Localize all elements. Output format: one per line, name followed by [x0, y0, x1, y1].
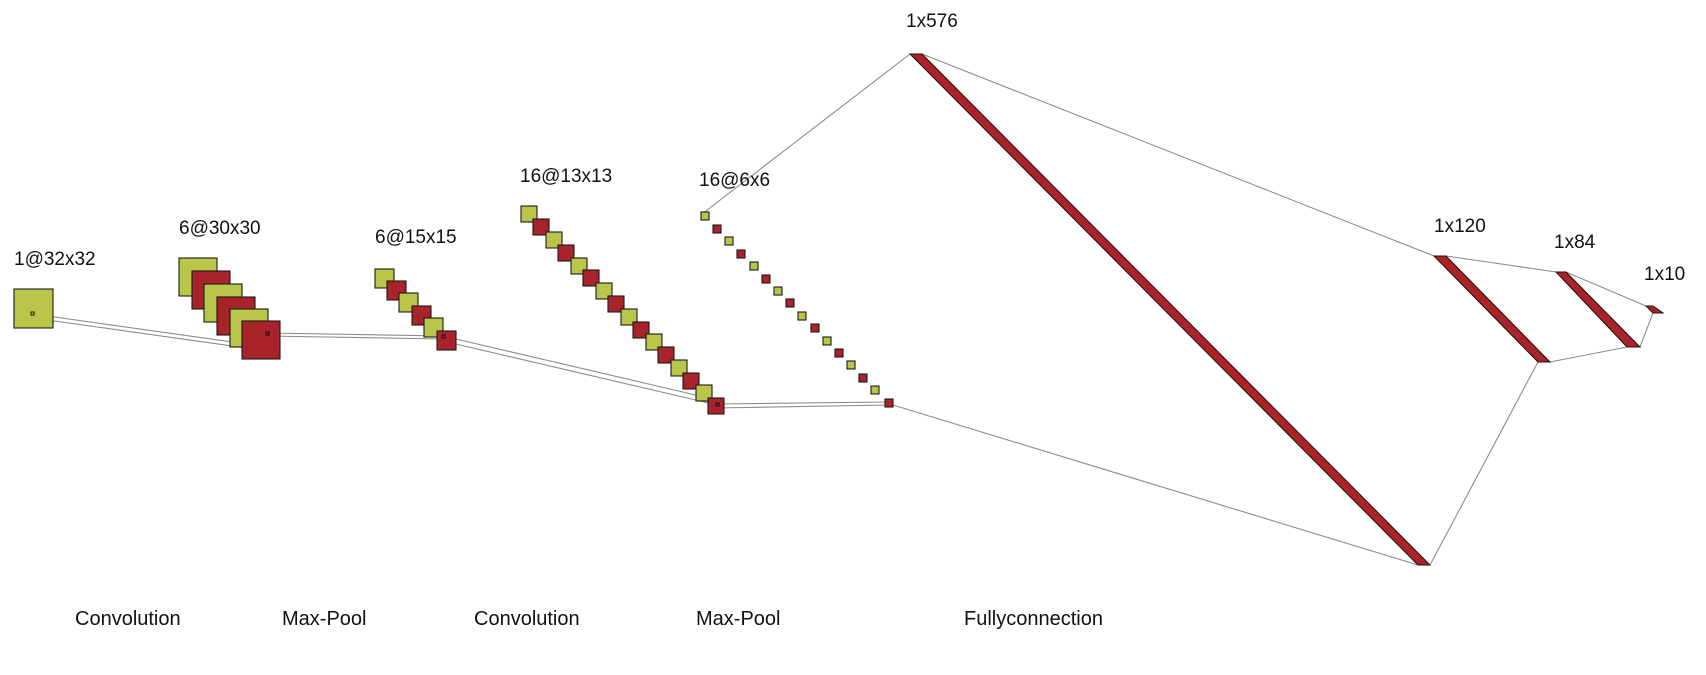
feature-map — [785, 298, 795, 308]
feature-map — [773, 286, 783, 296]
layer-label-output: 1x10 — [1644, 264, 1685, 285]
feature-map — [724, 236, 734, 246]
connector-conv2-pool2-a — [716, 401, 890, 405]
connector-flatten-fc1-top — [921, 53, 1435, 257]
layer-label-conv2: 16@13x13 — [520, 166, 612, 187]
kernel-marker — [30, 311, 35, 316]
operation-label-conv1: Convolution — [75, 608, 181, 630]
feature-map — [797, 311, 807, 321]
feature-map — [822, 336, 832, 346]
layer-pool1-maps — [374, 268, 457, 351]
layer-label-conv1: 6@30x30 — [179, 218, 261, 239]
layer-label-flatten: 1x576 — [906, 11, 958, 32]
feature-map — [645, 333, 663, 351]
operation-label-pool1: Max-Pool — [282, 608, 366, 630]
dense-bar-flatten — [908, 53, 1432, 566]
dense-layers — [908, 53, 1665, 566]
layer-label-pool2: 16@6x6 — [699, 170, 770, 191]
feature-map — [520, 205, 538, 223]
connector-pool2-flatten-bottom — [892, 404, 1419, 566]
feature-map — [712, 224, 722, 234]
connector-fc1-fc2-bottom — [1549, 346, 1628, 363]
feature-map — [582, 269, 600, 287]
layer-conv2-maps — [520, 205, 725, 415]
operation-label-fc: Fullyconnection — [964, 608, 1103, 630]
layer-pool2-maps — [700, 211, 894, 408]
connector-pool2-flatten-top — [701, 53, 911, 215]
connector-pool1-conv2-a — [442, 335, 718, 401]
layer-label-fc2: 1x84 — [1554, 232, 1596, 253]
connector-fc1-fc2-top — [1445, 255, 1557, 273]
feature-map — [620, 308, 638, 326]
feature-map — [632, 321, 650, 339]
kernel-marker — [441, 334, 446, 339]
kernel-marker — [265, 331, 270, 336]
feature-map — [532, 218, 550, 236]
feature-map — [557, 244, 575, 262]
layer-input-maps — [13, 288, 54, 329]
feature-map — [858, 373, 868, 383]
feature-map — [670, 359, 688, 377]
feature-map — [736, 249, 746, 259]
feature-map — [241, 320, 281, 360]
connector-conv1-pool1-b — [265, 335, 444, 340]
layer-labels: 1@32x32 6@30x30 6@15x15 16@13x13 16@6x6 … — [14, 11, 1685, 285]
feature-map — [834, 348, 844, 358]
feature-map — [13, 288, 54, 329]
feature-map — [682, 372, 700, 390]
feature-map — [761, 274, 771, 284]
feature-map — [810, 323, 820, 333]
layer-label-pool1: 6@15x15 — [375, 227, 457, 248]
feature-map — [884, 398, 894, 408]
operation-label-pool2: Max-Pool — [696, 608, 780, 630]
dense-bar-fc1 — [1432, 255, 1552, 363]
connector-input-conv1-b — [32, 317, 262, 351]
connector-fc2-output-bottom — [1639, 312, 1654, 348]
feature-map — [545, 231, 563, 249]
feature-map — [595, 282, 613, 300]
feature-map — [436, 330, 457, 351]
operation-labels: Convolution Max-Pool Convolution Max-Poo… — [75, 608, 1103, 630]
layer-conv1-maps — [178, 257, 281, 360]
dense-bar-fc2 — [1554, 271, 1642, 348]
feature-map — [870, 385, 880, 395]
connector-conv2-pool2-b — [716, 404, 890, 409]
connector-conv1-pool1-a — [265, 332, 444, 337]
connector-fc2-output-top — [1565, 271, 1647, 307]
feature-map — [749, 261, 759, 271]
feature-map — [700, 211, 710, 221]
connector-flatten-fc1-bottom — [1429, 361, 1539, 566]
kernel-marker — [715, 402, 720, 407]
connector-pool1-conv2-b — [442, 340, 718, 406]
feature-map — [607, 295, 625, 313]
connector-input-conv1-a — [32, 313, 262, 347]
feature-map — [657, 346, 675, 364]
dense-bar-output — [1644, 305, 1665, 314]
operation-label-conv2: Convolution — [474, 608, 580, 630]
feature-map — [846, 360, 856, 370]
layer-label-input: 1@32x32 — [14, 249, 96, 270]
connectors — [32, 53, 1654, 566]
layer-label-fc1: 1x120 — [1434, 216, 1486, 237]
feature-map — [695, 384, 713, 402]
